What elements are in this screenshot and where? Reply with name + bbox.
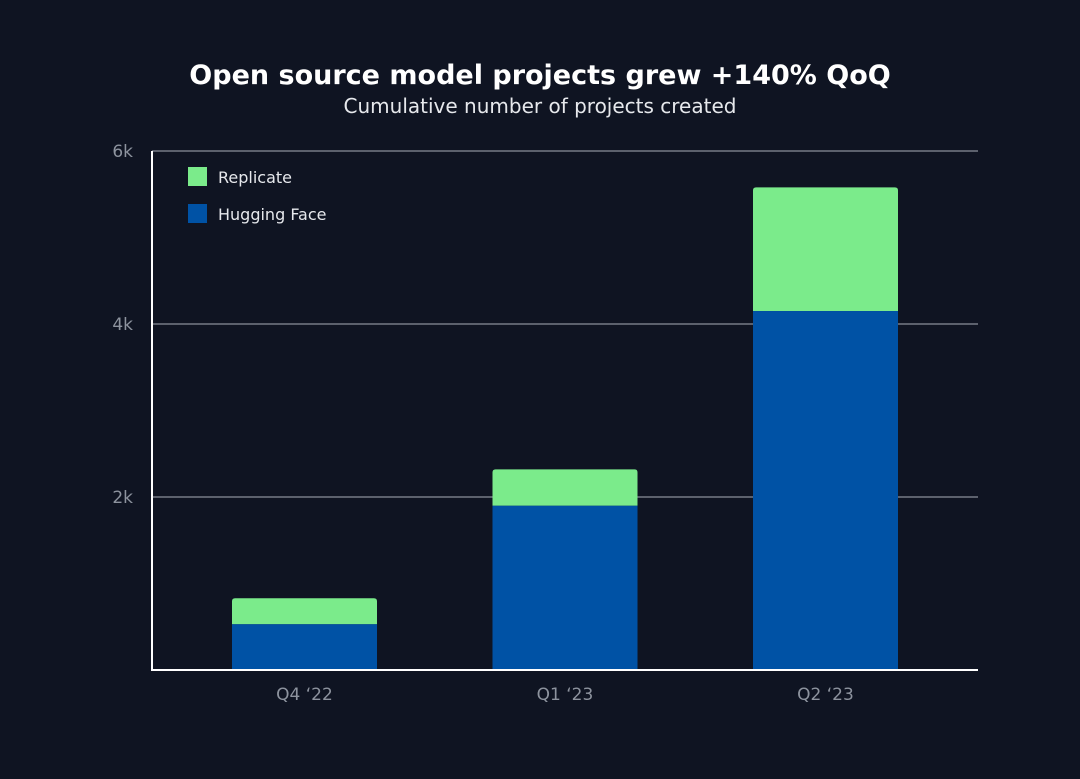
legend-swatch-replicate	[188, 167, 207, 186]
legend-label-hugging-face: Hugging Face	[218, 205, 327, 224]
x-tick-label: Q2 ‘23	[797, 685, 854, 705]
x-tick-label: Q4 ‘22	[276, 685, 333, 705]
bar-replicate	[753, 187, 898, 312]
chart-subtitle: Cumulative number of projects created	[344, 94, 737, 118]
y-tick-label: 6k	[112, 142, 133, 162]
chart-title: Open source model projects grew +140% Qo…	[189, 60, 890, 91]
legend-swatch-hugging-face	[188, 204, 207, 223]
bar-hugging-face	[232, 624, 377, 670]
legend: Replicate Hugging Face	[188, 167, 327, 224]
legend-label-replicate: Replicate	[218, 168, 292, 187]
x-tick-label: Q1 ‘23	[537, 685, 594, 705]
bar-hugging-face	[492, 505, 638, 670]
bar-hugging-face	[753, 311, 898, 670]
y-tick-label: 4k	[112, 315, 133, 335]
bar-replicate	[232, 598, 377, 625]
y-tick-label: 2k	[112, 488, 133, 508]
bar-replicate	[492, 469, 638, 506]
